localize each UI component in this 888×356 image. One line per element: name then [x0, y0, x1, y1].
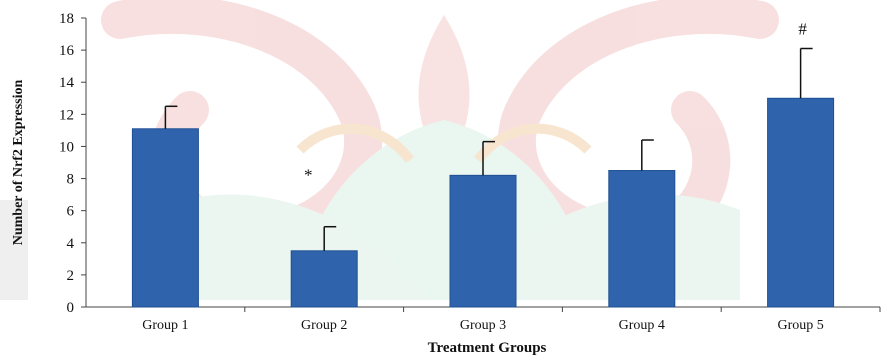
y-tick-label: 8 [67, 172, 75, 188]
significance-mark-2: * [304, 166, 313, 185]
x-tick-label: Group 1 [142, 318, 188, 333]
bar-3 [449, 174, 517, 308]
y-tick-label: 12 [59, 107, 74, 123]
y-tick-label: 16 [59, 43, 75, 59]
y-tick-label: 6 [67, 204, 75, 220]
significance-mark-5: # [798, 20, 807, 39]
x-tick-label: Group 2 [301, 318, 347, 333]
y-tick-label: 10 [59, 139, 74, 155]
y-tick-label: 0 [67, 300, 75, 316]
y-tick-label: 2 [67, 268, 75, 284]
x-axis-label: Treatment Groups [428, 340, 547, 356]
bar-1 [131, 128, 199, 308]
y-axis-label: Number of Nrf2 Expression [11, 80, 26, 246]
y-tick-label: 18 [59, 11, 74, 27]
y-tick-label: 14 [59, 75, 75, 91]
x-tick-label: Group 4 [619, 318, 665, 333]
x-tick-label: Group 3 [460, 318, 506, 333]
bar-2 [290, 250, 358, 308]
bar-4 [608, 170, 676, 308]
bars [131, 47, 835, 308]
bar-5 [767, 97, 835, 308]
labels: 0 2 4 6 8 10 12 14 16 18 Number of Nrf2 Expression… [11, 11, 824, 356]
x-tick-label: Group 5 [777, 318, 823, 333]
y-tick-label: 4 [67, 236, 75, 252]
